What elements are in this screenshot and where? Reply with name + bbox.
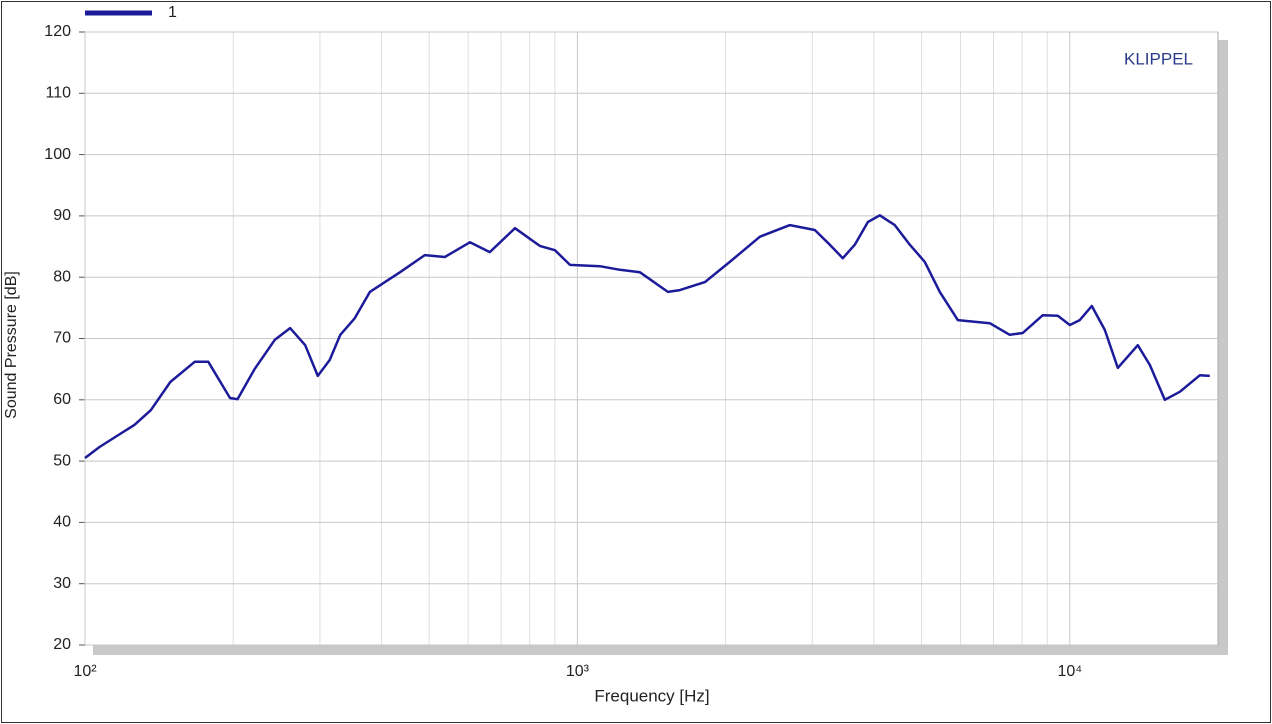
y-tick-label: 80 (53, 268, 71, 285)
y-tick-label: 110 (45, 85, 71, 102)
y-tick-label: 70 (53, 330, 71, 347)
x-tick-label: 10² (73, 663, 97, 680)
data-line (84, 214, 1210, 459)
y-tick-label: 40 (53, 514, 71, 531)
annotation: KLIPPEL (1124, 49, 1193, 68)
y-tick-label: 120 (44, 23, 71, 40)
y-tick-label: 20 (53, 636, 71, 653)
y-tick-label: 30 (53, 575, 71, 592)
x-tick-label: 10⁴ (1057, 663, 1082, 680)
x-axis-label: Frequency [Hz] (594, 686, 709, 705)
y-tick-label: 100 (44, 146, 71, 163)
x-tick-label: 10³ (566, 663, 590, 680)
y-tick-label: 90 (53, 207, 71, 224)
legend-label: 1 (168, 4, 177, 21)
y-axis-label: Sound Pressure [dB] (3, 271, 20, 419)
y-tick-label: 50 (53, 452, 71, 469)
y-tick-label: 60 (53, 391, 71, 408)
